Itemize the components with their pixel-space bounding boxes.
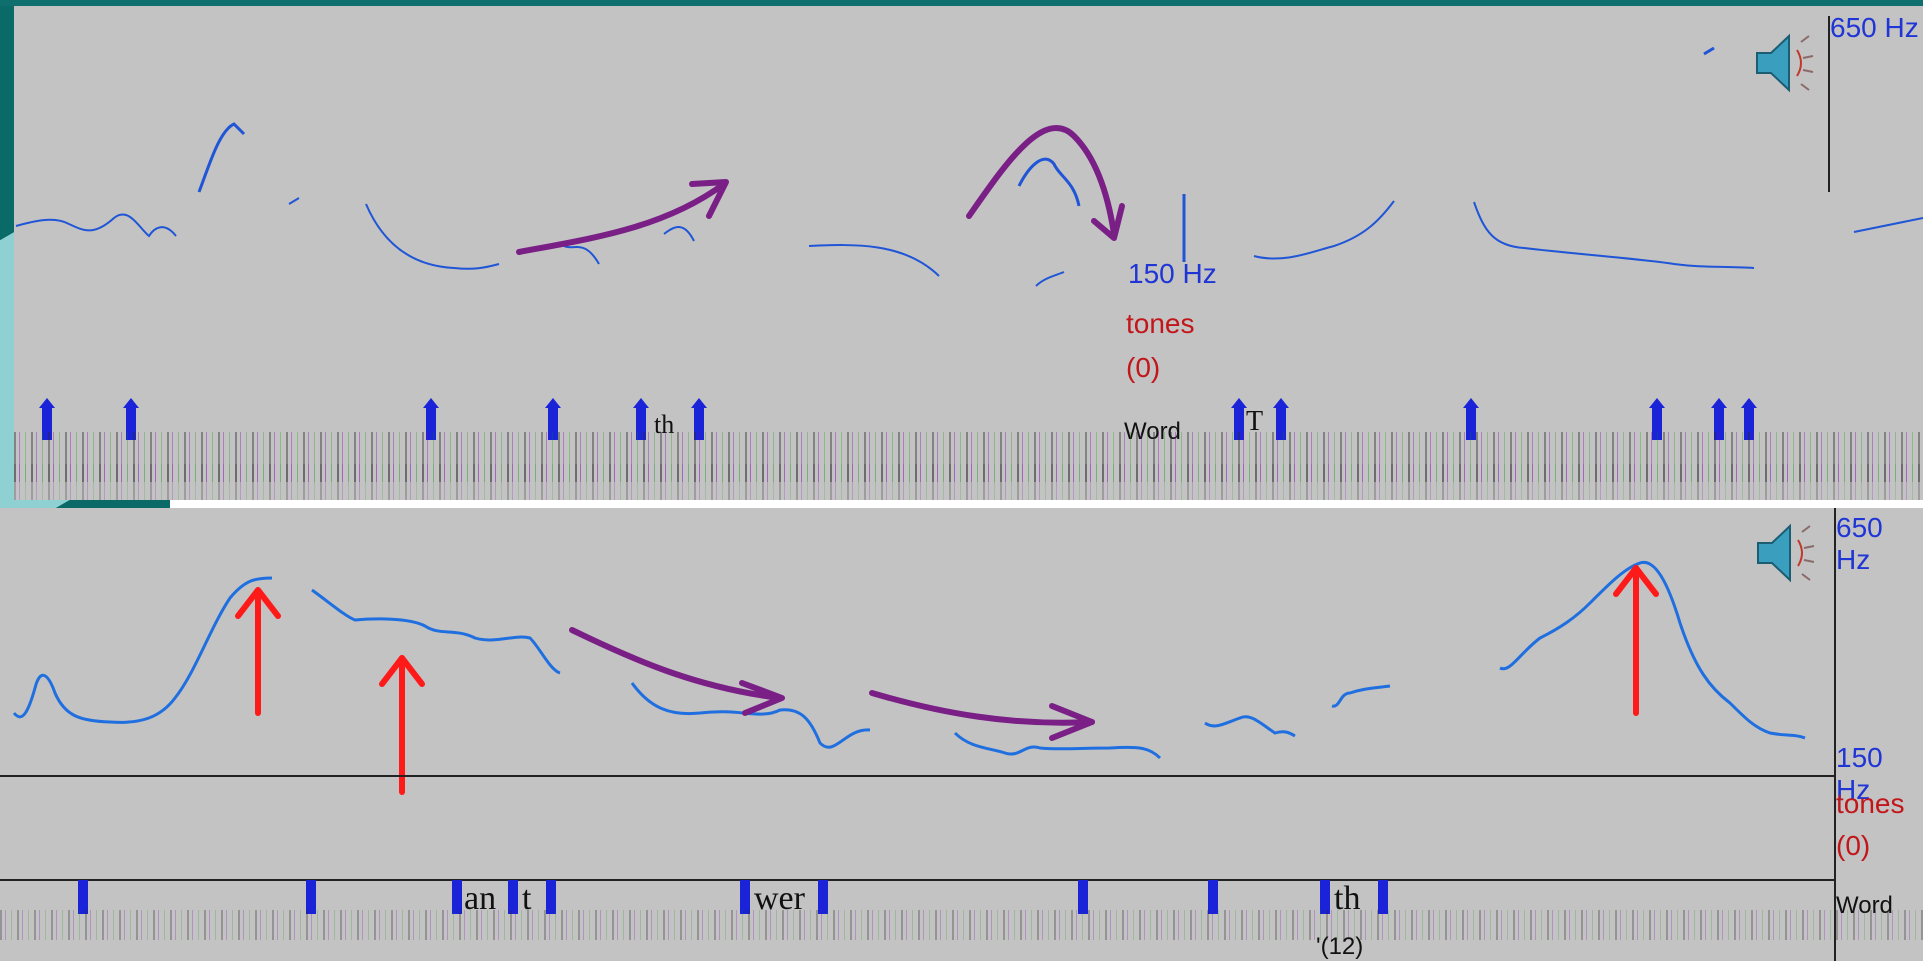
boundary-marker[interactable] — [123, 398, 139, 440]
segment-label: th — [654, 410, 675, 439]
boundary-marker[interactable] — [1078, 880, 1088, 914]
tones-label: tones — [1836, 788, 1905, 819]
tones-label: tones — [1126, 308, 1195, 339]
boundary-marker[interactable] — [740, 880, 750, 914]
segment-label: T — [1246, 406, 1264, 437]
boundary-marker[interactable] — [633, 398, 649, 440]
word-tier-label: Word — [1836, 892, 1893, 919]
tier-count-label: '(12) — [1316, 933, 1364, 960]
word-tier-label: Word — [1124, 418, 1181, 446]
boundary-marker[interactable] — [306, 880, 316, 914]
hz-max-label: 650 Hz — [1830, 12, 1919, 43]
boundary-marker[interactable] — [1378, 880, 1388, 914]
boundary-marker[interactable] — [818, 880, 828, 914]
hz-min-label: 150 Hz — [1836, 742, 1883, 805]
segment-label: t — [522, 880, 532, 917]
hz-max-label: 650 Hz — [1836, 512, 1883, 575]
boundary-marker[interactable] — [691, 398, 707, 440]
speaker-icon[interactable] — [1750, 518, 1820, 588]
boundary-marker[interactable] — [78, 880, 88, 914]
boundary-marker[interactable] — [1273, 398, 1289, 440]
boundary-marker[interactable] — [508, 880, 518, 914]
pitch-curves-bottom — [0, 508, 1836, 961]
boundary-marker[interactable] — [546, 880, 556, 914]
boundary-marker[interactable] — [452, 880, 462, 914]
boundary-marker[interactable] — [1208, 880, 1218, 914]
segment-label: th — [1334, 880, 1361, 917]
boundary-marker[interactable] — [1649, 398, 1665, 440]
boundary-marker[interactable] — [1320, 880, 1330, 914]
boundary-marker[interactable] — [1741, 398, 1757, 440]
boundary-marker[interactable] — [423, 398, 439, 440]
annotation-tier-noise — [14, 432, 1923, 482]
pitch-track-panel-bottom: 650 Hz 150 Hz tones (0) Word an t wer th… — [0, 508, 1923, 961]
tones-count: (0) — [1836, 830, 1871, 861]
annotation-tier-noise — [0, 910, 1923, 940]
annotation-tier-noise — [14, 464, 1923, 500]
speaker-icon[interactable] — [1749, 28, 1819, 98]
boundary-marker[interactable] — [1231, 398, 1247, 440]
pitch-curves-top — [15, 16, 1923, 287]
slide-top-strip — [0, 0, 1923, 6]
segment-label: an — [464, 880, 497, 917]
segment-label: wer — [754, 880, 805, 917]
hz-min-label: 150 Hz — [1128, 258, 1217, 289]
boundary-marker[interactable] — [1463, 398, 1479, 440]
tones-count: (0) — [1126, 352, 1161, 383]
boundary-marker[interactable] — [545, 398, 561, 440]
boundary-marker[interactable] — [39, 398, 55, 440]
boundary-marker[interactable] — [1711, 398, 1727, 440]
pitch-track-panel-top: 650 Hz 150 Hz tones (0) Word th T — [14, 6, 1923, 500]
